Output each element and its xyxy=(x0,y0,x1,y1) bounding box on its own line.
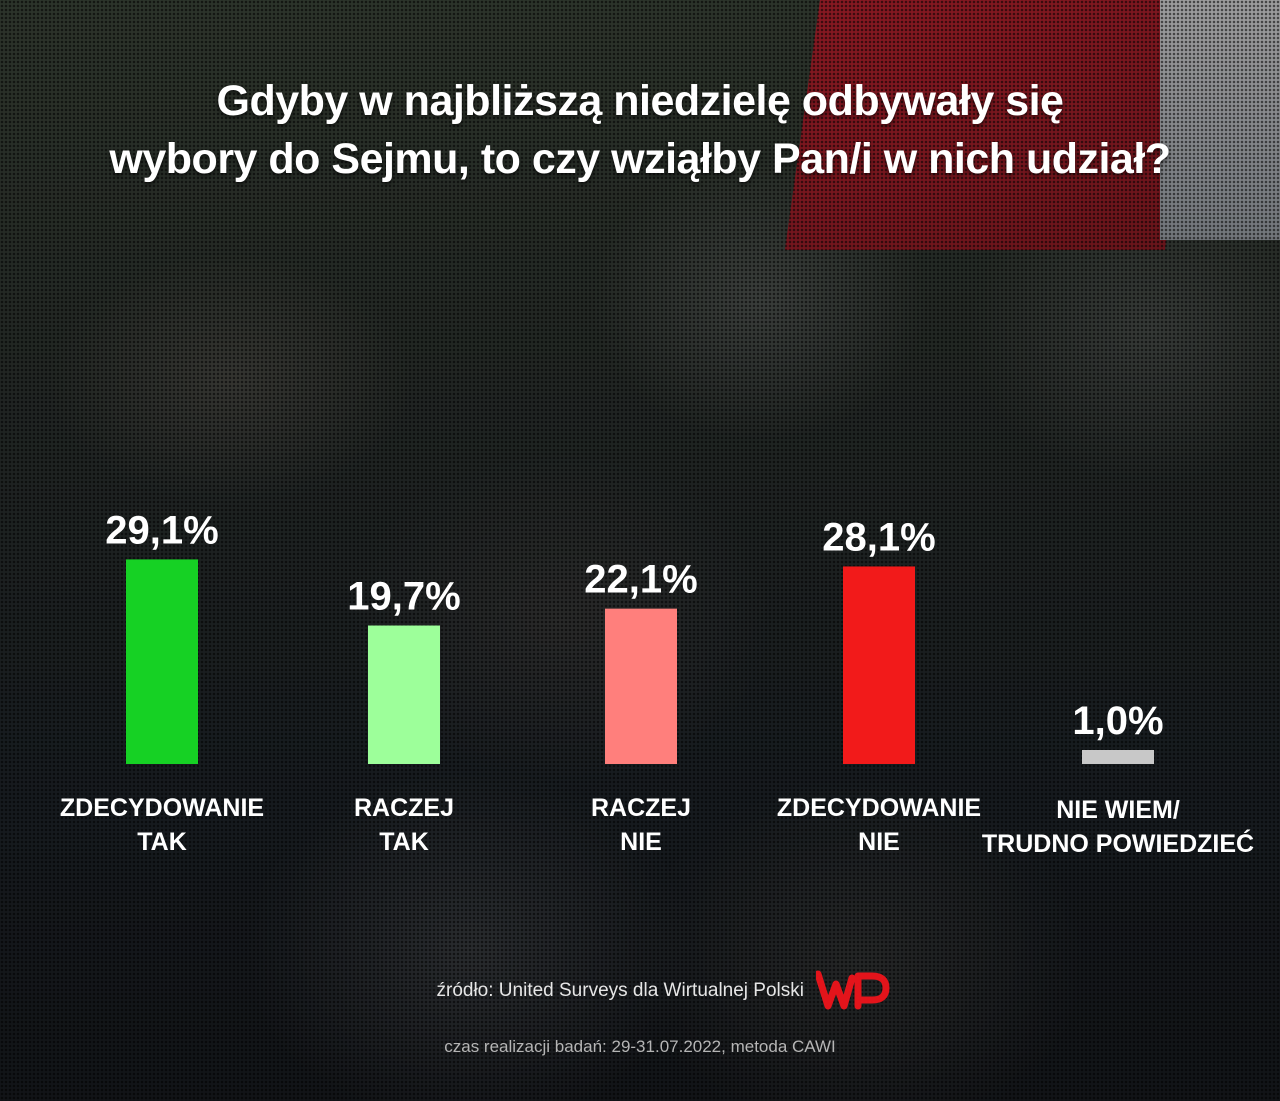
wp-logo xyxy=(816,970,890,1010)
bar-value-label-3: 22,1% xyxy=(584,558,697,602)
bar-1 xyxy=(126,559,198,764)
bar-3 xyxy=(605,608,677,764)
title-line-1: Gdyby w najbliższą niedzielę odbywały si… xyxy=(216,77,1064,125)
chart-title: Gdyby w najbliższą niedzielę odbywały si… xyxy=(40,72,1240,188)
category-label-1-line-1: ZDECYDOWANIE xyxy=(60,794,264,822)
bar-5 xyxy=(1082,750,1154,764)
bar-value-label-5: 1,0% xyxy=(1072,699,1163,743)
category-label-3-line-1: RACZEJ xyxy=(591,794,691,822)
category-label-4-line-1: ZDECYDOWANIE xyxy=(777,794,981,822)
method-text: czas realizacji badań: 29-31.07.2022, me… xyxy=(444,1037,836,1056)
source-text: źródło: United Surveys dla Wirtualnej Po… xyxy=(436,980,805,1001)
bar-value-label-2: 19,7% xyxy=(347,575,460,619)
title-line-2: wybory do Sejmu, to czy wziąłby Pan/i w … xyxy=(109,135,1171,183)
category-label-2-line-2: TAK xyxy=(379,828,429,856)
category-label-2-line-1: RACZEJ xyxy=(354,794,454,822)
category-label-5-line-2: TRUDNO POWIEDZIEĆ xyxy=(982,828,1254,858)
bar-4 xyxy=(843,566,915,764)
source-row: źródło: United Surveys dla Wirtualnej Po… xyxy=(0,968,1280,1014)
bar-value-label-4: 28,1% xyxy=(822,515,935,559)
category-label-1-line-2: TAK xyxy=(137,828,187,856)
category-label-3-line-2: NIE xyxy=(620,828,662,856)
bar-value-label-1: 29,1% xyxy=(105,508,218,552)
category-label-5-line-1: NIE WIEM/ xyxy=(1056,796,1180,824)
bar-2 xyxy=(368,625,440,764)
category-label-4-line-2: NIE xyxy=(858,828,900,856)
bar-chart: 29,1% ZDECYDOWANIE TAK 19,7% RACZEJ TAK 22,1% R… xyxy=(60,508,1254,858)
